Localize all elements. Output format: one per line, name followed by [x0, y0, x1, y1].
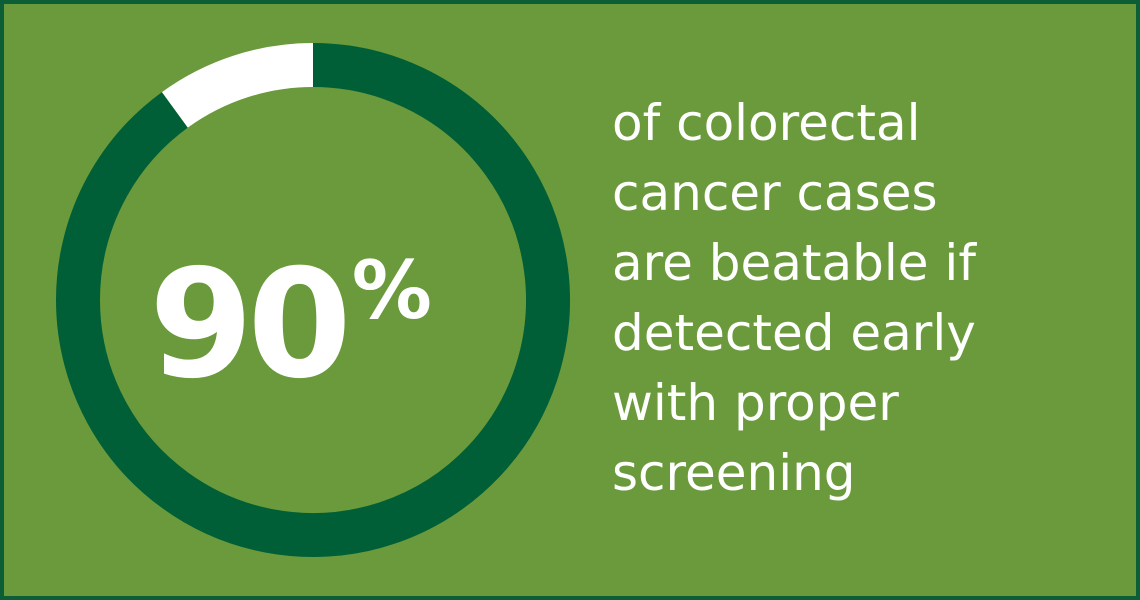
donut-segment: [56, 43, 570, 557]
donut-chart: 90%: [56, 43, 570, 557]
caption-line: cancer cases: [612, 164, 938, 222]
caption-line: screening: [612, 444, 856, 502]
caption-line: detected early: [612, 304, 976, 362]
caption-line: are beatable if: [612, 234, 976, 292]
donut-segment: [161, 43, 314, 128]
caption-line: with proper: [612, 374, 899, 432]
value-label: 90%: [149, 238, 432, 412]
caption-line: of colorectal: [612, 94, 921, 152]
